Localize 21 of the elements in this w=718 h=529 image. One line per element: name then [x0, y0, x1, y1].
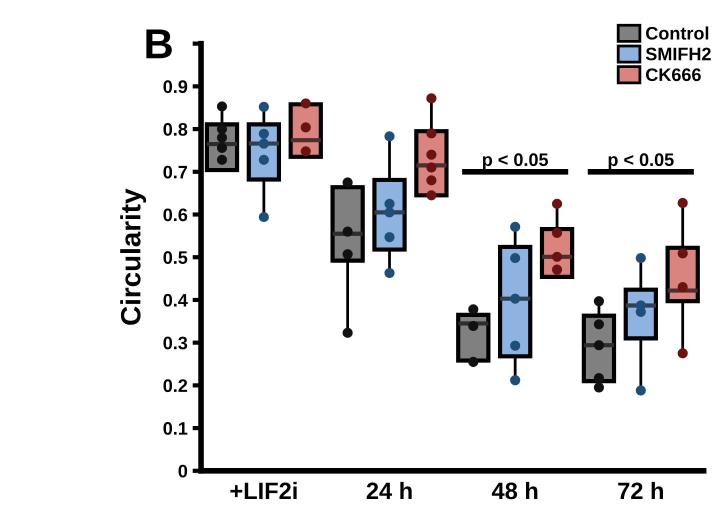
x-tick-label: 72 h	[618, 482, 663, 500]
x-tick-label: 48 h	[492, 482, 538, 500]
y-tick-label: 0.6	[163, 208, 188, 222]
y-tick-label: 0.8	[163, 123, 188, 136]
annotation: p < 0.05	[608, 153, 674, 170]
x-tick-label: +LIF2i	[230, 482, 297, 500]
y-tick-label: 0.5	[163, 251, 188, 264]
legend-label: CK666	[646, 68, 701, 82]
x-tick-label: 24 h	[366, 482, 412, 500]
y-tick-label: 0	[178, 464, 188, 478]
y-tick-label: 0.9	[163, 80, 188, 94]
legend-label: SMIFH2	[646, 48, 711, 60]
y-tick-label: 0.7	[163, 166, 188, 179]
y-axis-title: Circularity	[120, 188, 146, 325]
legend-label: Control	[646, 26, 708, 40]
annotation: p < 0.05	[482, 153, 548, 170]
text: B	[146, 30, 172, 58]
y-tick-label: 0.3	[163, 336, 188, 350]
y-tick-label: 0.2	[163, 379, 188, 392]
y-tick-label: 0.4	[163, 294, 188, 307]
y-tick-label: 0.1	[163, 422, 188, 435]
